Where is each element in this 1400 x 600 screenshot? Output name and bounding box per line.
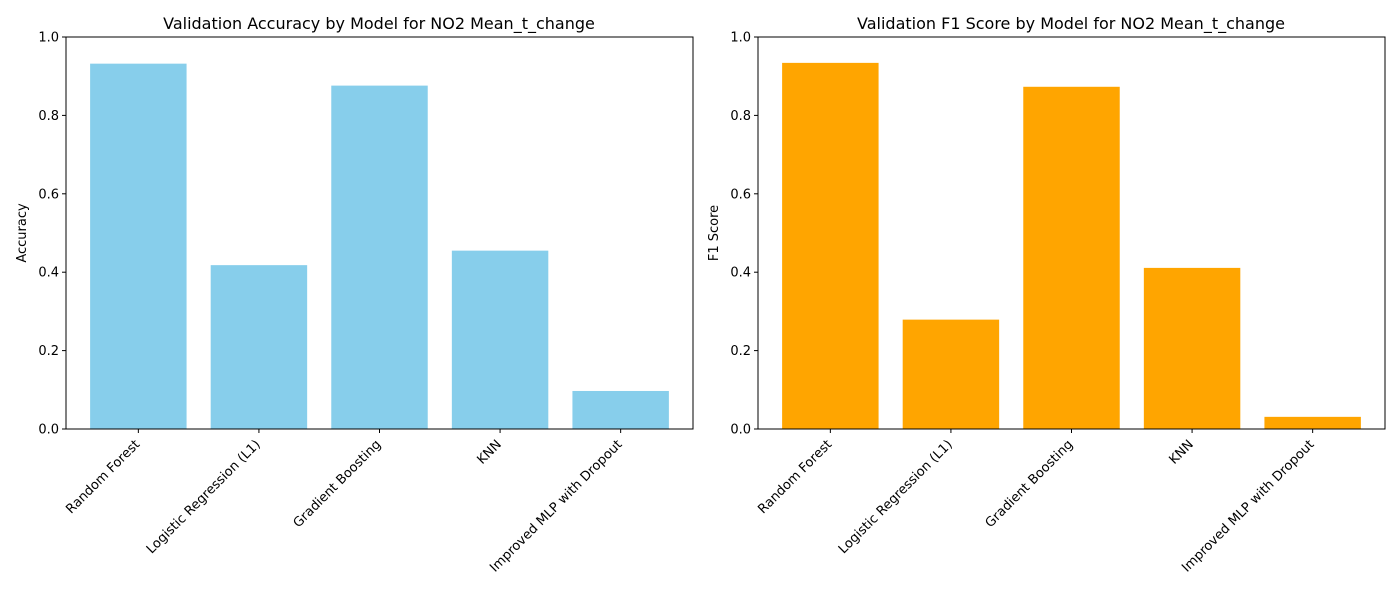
bar bbox=[902, 319, 1000, 429]
plot-frame bbox=[65, 36, 694, 430]
y-tick-label: 0.0 bbox=[38, 423, 59, 438]
y-axis-label: Accuracy bbox=[15, 203, 30, 263]
x-tick-label: Logistic Regression (L1) bbox=[836, 437, 956, 557]
y-tick-label: 0.4 bbox=[38, 266, 59, 281]
x-ticks: Random Forest Logistic Regression (L1) Gra… bbox=[755, 429, 1317, 575]
x-tick-label: Gradient Boosting bbox=[983, 437, 1077, 531]
y-ticks: 0.0 0.2 0.4 0.6 0.8 1.0 bbox=[730, 31, 758, 438]
bars bbox=[782, 62, 1361, 429]
accuracy-chart: Validation Accuracy by Model for NO2 Mea… bbox=[15, 14, 694, 575]
x-tick-label: KNN bbox=[1167, 437, 1197, 467]
x-ticks: Random Forest Logistic Regression (L1) Gra… bbox=[63, 429, 625, 575]
bar bbox=[451, 250, 549, 429]
y-tick-label: 0.2 bbox=[38, 344, 59, 359]
chart-title: Validation Accuracy by Model for NO2 Mea… bbox=[163, 14, 595, 34]
y-tick-label: 0.4 bbox=[730, 266, 751, 281]
y-tick-label: 0.6 bbox=[730, 187, 751, 202]
y-tick-label: 0.6 bbox=[38, 187, 59, 202]
x-tick-label: Logistic Regression (L1) bbox=[144, 437, 264, 557]
x-tick-label: Improved MLP with Dropout bbox=[1179, 437, 1317, 575]
y-tick-label: 0.8 bbox=[730, 109, 751, 124]
y-tick-label: 0.8 bbox=[38, 109, 59, 124]
y-tick-label: 1.0 bbox=[38, 31, 59, 46]
y-tick-label: 0.0 bbox=[730, 423, 751, 438]
y-axis-label: F1 Score bbox=[707, 205, 722, 261]
bar bbox=[210, 265, 308, 429]
bar bbox=[1264, 416, 1361, 429]
y-ticks: 0.0 0.2 0.4 0.6 0.8 1.0 bbox=[38, 31, 66, 438]
plot-frame bbox=[757, 36, 1386, 430]
f1-score-chart: Validation F1 Score by Model for NO2 Mea… bbox=[707, 14, 1386, 575]
y-tick-label: 1.0 bbox=[730, 31, 751, 46]
bars bbox=[90, 63, 669, 429]
bar bbox=[90, 63, 187, 429]
bar bbox=[331, 85, 428, 429]
bar bbox=[572, 390, 669, 429]
chart-title: Validation F1 Score by Model for NO2 Mea… bbox=[857, 14, 1285, 34]
x-tick-label: KNN bbox=[475, 437, 505, 467]
y-tick-label: 0.2 bbox=[730, 344, 751, 359]
bar bbox=[782, 62, 879, 429]
x-tick-label: Random Forest bbox=[63, 437, 143, 517]
bar bbox=[1143, 267, 1241, 429]
x-tick-label: Random Forest bbox=[755, 437, 835, 517]
x-tick-label: Improved MLP with Dropout bbox=[487, 437, 625, 575]
x-tick-label: Gradient Boosting bbox=[291, 437, 385, 531]
bar bbox=[1023, 86, 1120, 429]
